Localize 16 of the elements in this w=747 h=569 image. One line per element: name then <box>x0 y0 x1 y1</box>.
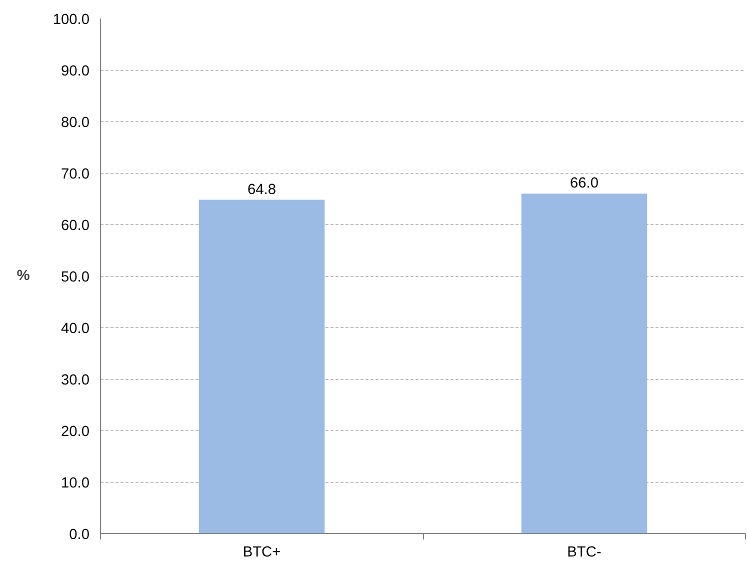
data-label: 64.8 <box>247 182 276 198</box>
y-tick-label: 70.0 <box>60 166 90 182</box>
y-tick-label: 80.0 <box>60 115 90 131</box>
y-tick-label: 100.0 <box>52 12 90 28</box>
y-tick-label: 10.0 <box>60 476 90 492</box>
y-tick-label: 40.0 <box>60 321 90 337</box>
y-axis-title: % <box>16 268 30 284</box>
data-label: 66.0 <box>570 176 599 192</box>
x-tick-label: BTC- <box>567 544 602 560</box>
y-tick-label: 50.0 <box>60 270 90 286</box>
x-tick-label: BTC+ <box>242 544 281 560</box>
y-tick-label: 0.0 <box>69 527 90 543</box>
y-tick-label: 60.0 <box>60 218 90 234</box>
y-tick-label: 30.0 <box>60 372 90 388</box>
y-tick-label: 90.0 <box>60 64 90 80</box>
y-tick-label: 20.0 <box>60 424 90 440</box>
